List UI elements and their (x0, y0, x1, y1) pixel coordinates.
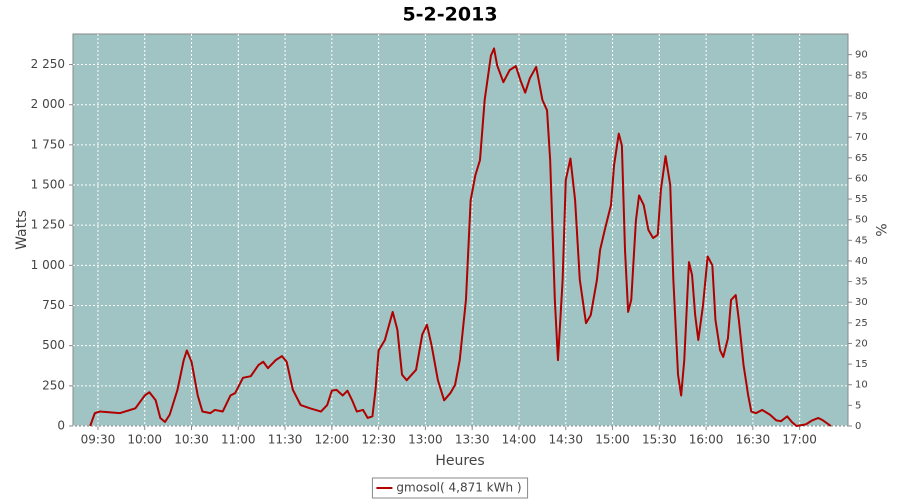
x-tick-label: 13:30 (455, 433, 490, 447)
x-tick-label: 15:30 (642, 433, 677, 447)
y-axis-label: Watts (14, 210, 30, 250)
y-tick-label: 1 000 (31, 258, 65, 272)
legend: gmosol( 4,871 kWh ) (371, 477, 529, 499)
y-tick-label: 1 250 (31, 218, 65, 232)
y2-tick-label: 50 (855, 215, 868, 226)
y-tick-label: 2 250 (31, 57, 65, 71)
x-tick-label: 11:00 (221, 433, 256, 447)
x-tick-label: 12:30 (361, 433, 396, 447)
y2-tick-label: 80 (855, 91, 868, 102)
x-tick-label: 12:00 (315, 433, 350, 447)
x-tick-label: 17:00 (782, 433, 817, 447)
x-tick-label: 10:00 (127, 433, 162, 447)
y2-tick-label: 70 (855, 132, 868, 143)
y-tick-label: 2 000 (31, 97, 65, 111)
x-tick-label: 11:30 (268, 433, 303, 447)
y2-tick-label: 65 (855, 153, 868, 164)
y2-tick-label: 10 (855, 380, 868, 391)
y2-tick-label: 30 (855, 297, 868, 308)
y2-tick-label: 20 (855, 338, 868, 349)
y2-tick-label: 60 (855, 173, 868, 184)
chart-title: 5-2-2013 (402, 4, 497, 26)
y-tick-label: 0 (57, 419, 65, 433)
y2-tick-label: 90 (855, 50, 868, 61)
y2-tick-label: 40 (855, 256, 868, 267)
y2-tick-label: 75 (855, 112, 868, 123)
y2-tick-label: 25 (855, 318, 868, 329)
x-axis-label: Heures (435, 453, 484, 469)
y2-axis-label: % (872, 223, 888, 236)
x-tick-label: 16:00 (689, 433, 724, 447)
y-tick-label: 1 750 (31, 137, 65, 151)
x-tick-label: 15:00 (595, 433, 630, 447)
y2-tick-label: 15 (855, 359, 868, 370)
x-tick-label: 09:30 (81, 433, 116, 447)
y2-tick-label: 55 (855, 194, 868, 205)
y-tick-label: 500 (42, 338, 65, 352)
y2-tick-label: 0 (855, 421, 861, 432)
data-line (89, 47, 832, 427)
x-tick-label: 13:00 (408, 433, 443, 447)
y-tick-label: 750 (42, 298, 65, 312)
y2-tick-label: 45 (855, 235, 868, 246)
y2-tick-label: 35 (855, 277, 868, 288)
y-tick-label: 250 (42, 378, 65, 392)
x-tick-label: 14:00 (502, 433, 537, 447)
y2-tick-label: 5 (855, 400, 861, 411)
y2-tick-label: 85 (855, 70, 868, 81)
x-tick-label: 16:30 (736, 433, 771, 447)
x-tick-label: 10:30 (174, 433, 209, 447)
y-tick-label: 1 500 (31, 178, 65, 192)
x-tick-label: 14:30 (548, 433, 583, 447)
legend-label: gmosol( 4,871 kWh ) (396, 481, 521, 495)
legend-box (371, 477, 529, 499)
plot-area (72, 33, 849, 427)
